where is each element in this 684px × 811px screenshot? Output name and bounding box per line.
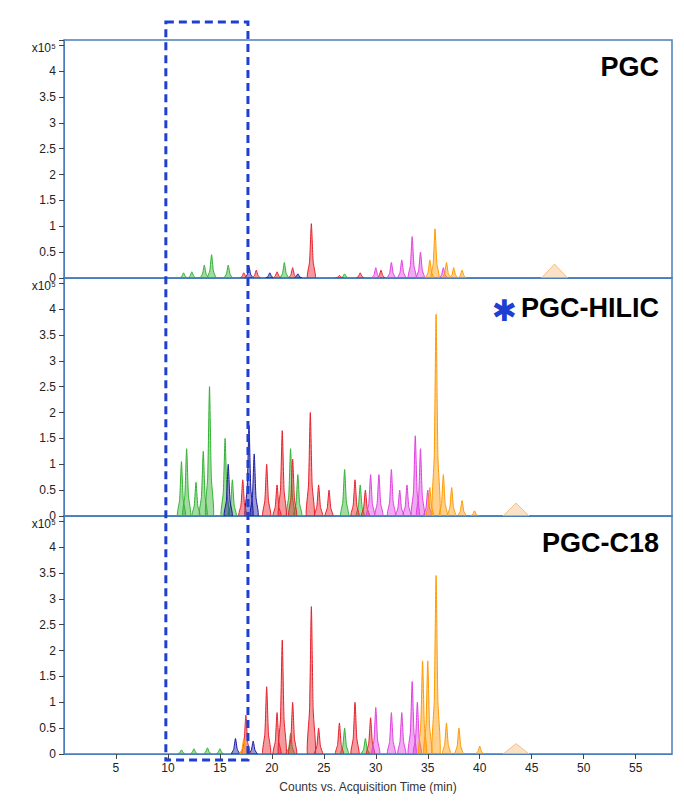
svg-text:PGC-C18: PGC-C18 xyxy=(542,528,659,558)
svg-text:55: 55 xyxy=(629,761,643,775)
svg-text:1.5: 1.5 xyxy=(39,193,56,207)
svg-text:1: 1 xyxy=(49,457,56,471)
svg-text:1.5: 1.5 xyxy=(39,431,56,445)
svg-text:4: 4 xyxy=(49,540,56,554)
svg-text:35: 35 xyxy=(421,761,435,775)
svg-text:x10⁵: x10⁵ xyxy=(32,41,56,55)
svg-text:2.5: 2.5 xyxy=(39,142,56,156)
svg-text:20: 20 xyxy=(265,761,279,775)
svg-text:3.5: 3.5 xyxy=(39,566,56,580)
svg-text:45: 45 xyxy=(525,761,539,775)
svg-text:PGC-HILIC: PGC-HILIC xyxy=(521,293,659,323)
svg-text:Counts vs. Acquisition Time (m: Counts vs. Acquisition Time (min) xyxy=(279,780,456,794)
svg-text:10: 10 xyxy=(161,761,175,775)
svg-text:3: 3 xyxy=(49,592,56,606)
svg-text:50: 50 xyxy=(577,761,591,775)
svg-text:30: 30 xyxy=(369,761,383,775)
svg-text:3.5: 3.5 xyxy=(39,328,56,342)
svg-text:4: 4 xyxy=(49,302,56,316)
svg-text:PGC: PGC xyxy=(600,52,659,82)
svg-text:5: 5 xyxy=(113,761,120,775)
svg-text:0: 0 xyxy=(49,747,56,761)
svg-text:2.5: 2.5 xyxy=(39,618,56,632)
svg-text:0: 0 xyxy=(49,509,56,523)
svg-text:1: 1 xyxy=(49,695,56,709)
svg-text:25: 25 xyxy=(317,761,331,775)
svg-text:3: 3 xyxy=(49,116,56,130)
svg-text:2: 2 xyxy=(49,644,56,658)
svg-text:4: 4 xyxy=(49,64,56,78)
svg-text:0.5: 0.5 xyxy=(39,721,56,735)
svg-text:1: 1 xyxy=(49,219,56,233)
svg-text:x10⁵: x10⁵ xyxy=(31,517,56,531)
svg-text:3.5: 3.5 xyxy=(39,90,56,104)
svg-text:0: 0 xyxy=(49,271,56,285)
svg-text:0.5: 0.5 xyxy=(39,483,56,497)
svg-text:1.5: 1.5 xyxy=(39,669,56,683)
svg-text:15: 15 xyxy=(213,761,227,775)
svg-text:2: 2 xyxy=(49,406,56,420)
svg-text:3: 3 xyxy=(49,354,56,368)
svg-text:2: 2 xyxy=(49,168,56,182)
svg-text:40: 40 xyxy=(473,761,487,775)
svg-text:0.5: 0.5 xyxy=(39,245,56,259)
svg-text:✱: ✱ xyxy=(492,293,517,328)
svg-text:x10⁵: x10⁵ xyxy=(31,279,56,293)
svg-text:2.5: 2.5 xyxy=(39,380,56,394)
